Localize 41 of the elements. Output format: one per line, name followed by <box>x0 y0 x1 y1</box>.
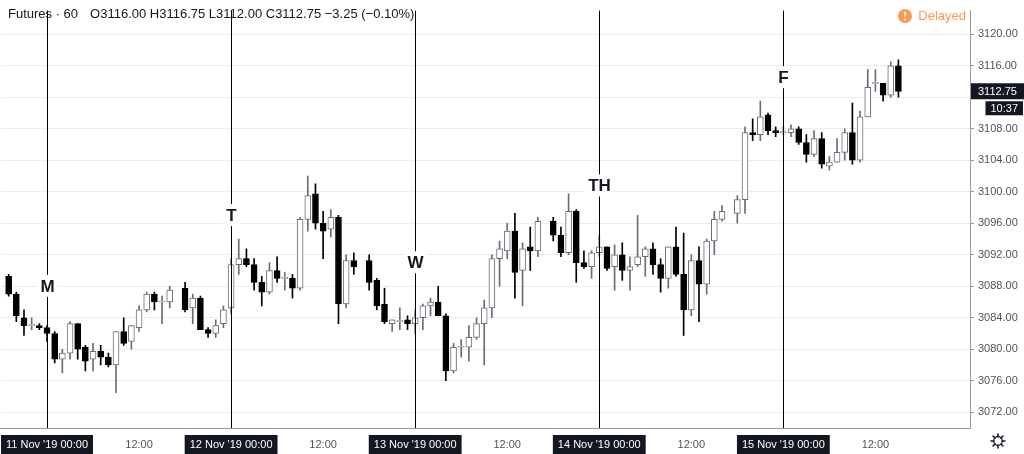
chart-subtitle: O3116.00 H3116.75 L3112.00 C3112.75 −3.25 (−0.10%) <box>90 6 415 21</box>
y-tick-label: 3108.00 <box>978 121 1018 134</box>
ref-line-label: M <box>40 276 55 296</box>
x-tick-label: 13 Nov '19 00:00 <box>373 437 457 450</box>
y-tick-label: 3072.00 <box>978 405 1018 418</box>
candlestick <box>396 307 404 330</box>
ref-line-label: F <box>778 67 789 87</box>
x-tick-label: 14 Nov '19 00:00 <box>557 437 641 450</box>
y-tick-label: 3120.00 <box>978 27 1018 40</box>
y-tick-label: 3084.00 <box>978 310 1018 323</box>
x-tick-label: 11 Nov '19 00:00 <box>6 437 89 450</box>
candlestick <box>749 118 756 141</box>
x-tick-label: 12:00 <box>861 437 890 450</box>
x-tick-label: 12:00 <box>125 437 153 450</box>
candlestick <box>480 299 488 366</box>
candlestick <box>235 238 243 275</box>
ref-line-label: W <box>407 252 425 272</box>
text: 3112.75 <box>978 84 1017 97</box>
text: 10:37 <box>990 101 1018 114</box>
x-tick-label: 12:00 <box>677 437 706 450</box>
annotation: Delayed <box>918 8 966 23</box>
candlestick <box>457 339 465 358</box>
y-tick-label: 3104.00 <box>978 153 1018 166</box>
x-tick-label: 12:00 <box>493 437 521 450</box>
y-tick-label: 3080.00 <box>978 342 1018 355</box>
y-tick-label: 3100.00 <box>978 184 1018 197</box>
y-tick-label: 3092.00 <box>978 247 1018 260</box>
candlestick <box>772 126 780 137</box>
x-tick-label: 12 Nov '19 00:00 <box>189 437 273 450</box>
y-tick-label: 3096.00 <box>978 216 1018 229</box>
candlestick <box>580 250 588 269</box>
y-tick-label: 3116.00 <box>978 58 1017 71</box>
y-tick-label: 3088.00 <box>978 279 1018 292</box>
candlestick <box>626 256 634 291</box>
candlestick <box>158 295 166 324</box>
y-tick-label: 3076.00 <box>978 373 1018 386</box>
ref-line-label: T <box>226 205 238 225</box>
x-tick-label: 15 Nov '19 00:00 <box>741 437 825 450</box>
chart-title: Futures · 60 <box>8 6 79 21</box>
ref-line-label: TH <box>588 176 611 196</box>
x-tick-label: 12:00 <box>309 437 337 450</box>
